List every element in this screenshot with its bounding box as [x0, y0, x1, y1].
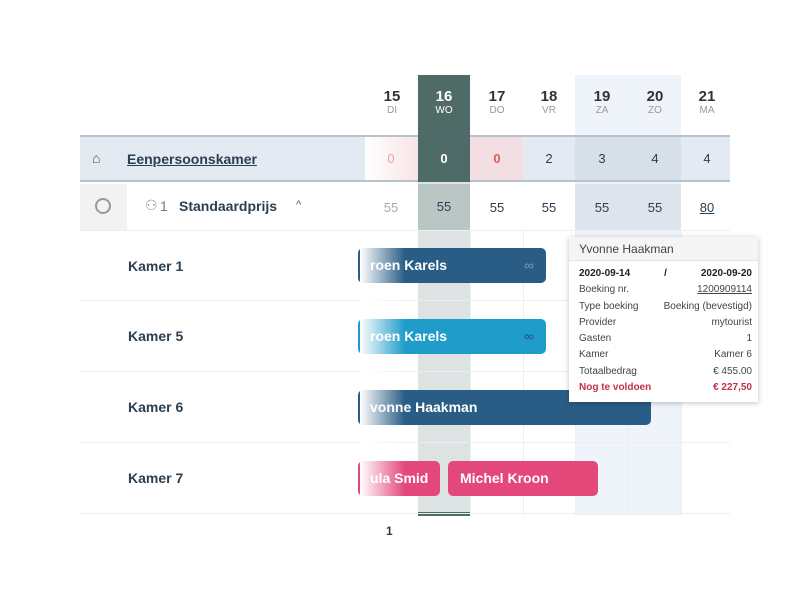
day-header[interactable]: 18 VR	[540, 88, 558, 116]
day-header[interactable]: 19 ZA	[593, 88, 611, 116]
today-marker	[418, 512, 470, 516]
row-label: Provider	[579, 316, 617, 328]
row-label: Totaalbedrag	[579, 365, 637, 377]
row-value: mytourist	[711, 316, 752, 328]
date-from: 2020-09-14	[579, 268, 631, 279]
room-label: Kamer 7	[128, 470, 184, 486]
day-header-today[interactable]: 16 WO	[435, 88, 453, 116]
rate-name[interactable]: Standaardprijs	[179, 198, 278, 214]
price[interactable]: 55	[383, 200, 399, 215]
price[interactable]: 55	[594, 200, 610, 215]
booking-bar[interactable]: vonne Haakman	[358, 390, 651, 425]
date-to: 2020-09-20	[700, 268, 752, 279]
row-label: Boeking nr.	[579, 284, 630, 296]
link-icon: ∞	[524, 257, 534, 273]
price[interactable]: 55	[418, 184, 470, 230]
availability: 0	[440, 151, 448, 166]
guest-count: 1	[160, 198, 168, 214]
room-label: Kamer 5	[128, 328, 184, 344]
rate-radio[interactable]	[95, 198, 111, 214]
price[interactable]: 80	[699, 200, 715, 215]
room-type-link[interactable]: Eenpersoonskamer	[127, 151, 257, 167]
availability: 4	[703, 151, 711, 166]
tooltip-title: Yvonne Haakman	[569, 237, 758, 261]
booking-tooltip: Yvonne Haakman 2020-09-14 / 2020-09-20 Boe…	[569, 237, 758, 402]
day-header[interactable]: 21 MA	[698, 88, 716, 116]
day-header[interactable]: 17 DO	[488, 88, 506, 116]
room-label: Kamer 6	[128, 399, 184, 415]
availability: 3	[598, 151, 606, 166]
row-label: Gasten	[579, 333, 612, 345]
date-sep: /	[664, 268, 667, 279]
room-label: Kamer 1	[128, 258, 184, 274]
availability: 2	[545, 151, 553, 166]
availability: 0	[387, 151, 395, 166]
day-header[interactable]: 20 ZO	[646, 88, 664, 116]
availability: 4	[651, 151, 659, 166]
footer-number: 1	[386, 524, 393, 538]
due-value: € 227,50	[713, 382, 752, 394]
row-label: Kamer	[579, 349, 609, 361]
today-header-bg	[418, 75, 470, 135]
availability: 0	[493, 151, 501, 166]
booking-number-link[interactable]: 1200909114	[697, 284, 752, 296]
door-icon: ⌂	[92, 150, 101, 166]
day-header[interactable]: 15 DI	[383, 88, 401, 116]
price[interactable]: 55	[489, 200, 505, 215]
row-value: Boeking (bevestigd)	[663, 300, 752, 312]
chevron-up-icon[interactable]: ^	[296, 199, 302, 211]
link-icon: ∞	[524, 328, 534, 344]
price[interactable]: 55	[541, 200, 557, 215]
row-value: 1	[746, 333, 752, 345]
row-label: Type boeking	[579, 300, 639, 312]
row-value: € 455.00	[713, 365, 752, 377]
price[interactable]: 55	[647, 200, 663, 215]
due-label: Nog te voldoen	[579, 382, 652, 394]
booking-bar[interactable]: Michel Kroon	[448, 461, 598, 496]
row-value: Kamer 6	[714, 349, 752, 361]
person-icon: ⚇	[145, 197, 158, 213]
